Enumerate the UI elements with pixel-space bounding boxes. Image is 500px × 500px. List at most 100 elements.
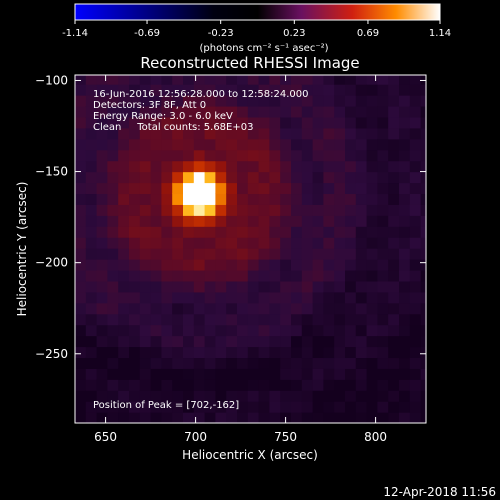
heatmap-cell <box>301 379 314 391</box>
heatmap-cell <box>323 75 335 85</box>
heatmap-cell <box>118 105 130 118</box>
heatmap-cell <box>377 280 389 293</box>
heatmap-cell <box>193 75 206 85</box>
heatmap-cell <box>420 324 426 337</box>
colorbar-tick-label: 0.23 <box>283 28 305 39</box>
colorbar-tick-label: -1.14 <box>62 28 88 39</box>
heatmap-cell <box>118 357 130 369</box>
heatmap-cell <box>129 302 141 315</box>
heatmap-cell <box>291 313 303 326</box>
heatmap-cell <box>377 357 389 369</box>
heatmap-cell <box>312 95 324 107</box>
heatmap-cell <box>139 149 152 162</box>
heatmap-cell <box>96 160 108 173</box>
heatmap-cell <box>258 313 270 326</box>
heatmap-cell <box>204 95 216 107</box>
heatmap-cell <box>280 357 292 369</box>
heatmap-cell <box>172 149 184 162</box>
heatmap-cell <box>75 237 87 249</box>
heatmap-cell <box>366 182 378 195</box>
heatmap-cell <box>258 324 270 337</box>
heatmap-cell <box>161 412 173 423</box>
heatmap-cell <box>118 248 130 260</box>
y-axis-label: Heliocentric Y (arcsec) <box>15 182 29 317</box>
heatmap-cell <box>291 160 303 173</box>
heatmap-cell <box>345 357 357 369</box>
heatmap-cell <box>334 302 346 315</box>
heatmap-cell <box>96 182 108 195</box>
heatmap-cell <box>323 226 335 238</box>
heatmap-cell <box>355 259 368 271</box>
heatmap-cell <box>183 215 195 227</box>
heatmap-cell <box>85 138 98 151</box>
heatmap-cell <box>247 357 260 369</box>
heatmap-cell <box>377 75 389 85</box>
heatmap-cell <box>139 259 152 271</box>
heatmap-cell <box>345 215 357 227</box>
heatmap-cell <box>258 357 270 369</box>
heatmap-cell <box>161 171 173 184</box>
heatmap-cell <box>334 75 346 85</box>
heatmap-cell <box>247 127 260 140</box>
heatmap-cell <box>150 291 162 304</box>
heatmap-cell <box>355 204 368 216</box>
heatmap-cell <box>399 105 411 118</box>
heatmap-cell <box>258 280 270 293</box>
heatmap-cell <box>345 105 357 118</box>
heatmap-cell <box>150 105 162 118</box>
heatmap-cell <box>247 346 260 359</box>
heatmap-cell <box>301 75 314 85</box>
heatmap-cell <box>193 116 206 129</box>
heatmap-cell <box>75 149 87 162</box>
heatmap-cell <box>388 259 400 271</box>
heatmap-cell <box>399 357 411 369</box>
heatmap-cell <box>118 215 130 227</box>
heatmap-cell <box>139 390 152 402</box>
heatmap-cell <box>204 193 216 205</box>
heatmap-cell <box>85 204 98 216</box>
annotation-energy: Energy Range: 3.0 - 6.0 keV <box>93 111 233 122</box>
heatmap-cell <box>85 302 98 315</box>
heatmap-cell <box>301 412 314 423</box>
heatmap-cell <box>215 138 227 151</box>
heatmap-cell <box>161 127 173 140</box>
heatmap-cell <box>237 280 249 293</box>
heatmap-cell <box>399 226 411 238</box>
heatmap-cell <box>258 105 270 118</box>
heatmap-cell <box>96 127 108 140</box>
heatmap-cell <box>323 291 335 304</box>
heatmap-cell <box>150 75 162 85</box>
heatmap-cell <box>183 171 195 184</box>
heatmap-cell <box>312 335 324 348</box>
heatmap-cell <box>247 95 260 107</box>
heatmap-cell <box>312 84 324 96</box>
heatmap-cell <box>334 313 346 326</box>
heatmap-cell <box>226 379 238 391</box>
heatmap-cell <box>399 116 411 129</box>
heatmap-cell <box>172 204 184 216</box>
heatmap-cell <box>301 248 314 260</box>
heatmap-cell <box>75 401 87 413</box>
heatmap-cell <box>150 401 162 413</box>
heatmap-cell <box>269 248 281 260</box>
colorbar-tick-label: -0.23 <box>208 28 234 39</box>
heatmap-cell <box>312 280 324 293</box>
heatmap-cell <box>139 182 152 195</box>
heatmap-cell <box>312 138 324 151</box>
heatmap-cell <box>204 75 216 85</box>
heatmap-cell <box>291 346 303 359</box>
heatmap-cell <box>204 105 216 118</box>
heatmap-cell <box>345 302 357 315</box>
heatmap-cell <box>150 171 162 184</box>
heatmap-cell <box>334 127 346 140</box>
heatmap-cell <box>291 193 303 205</box>
heatmap-cell <box>345 291 357 304</box>
heatmap-cell <box>247 280 260 293</box>
heatmap-cell <box>75 226 87 238</box>
heatmap-cell <box>258 84 270 96</box>
heatmap-cell <box>226 95 238 107</box>
heatmap-cell <box>247 84 260 96</box>
heatmap-cell <box>237 346 249 359</box>
heatmap-cell <box>107 248 119 260</box>
heatmap-cell <box>75 280 87 293</box>
